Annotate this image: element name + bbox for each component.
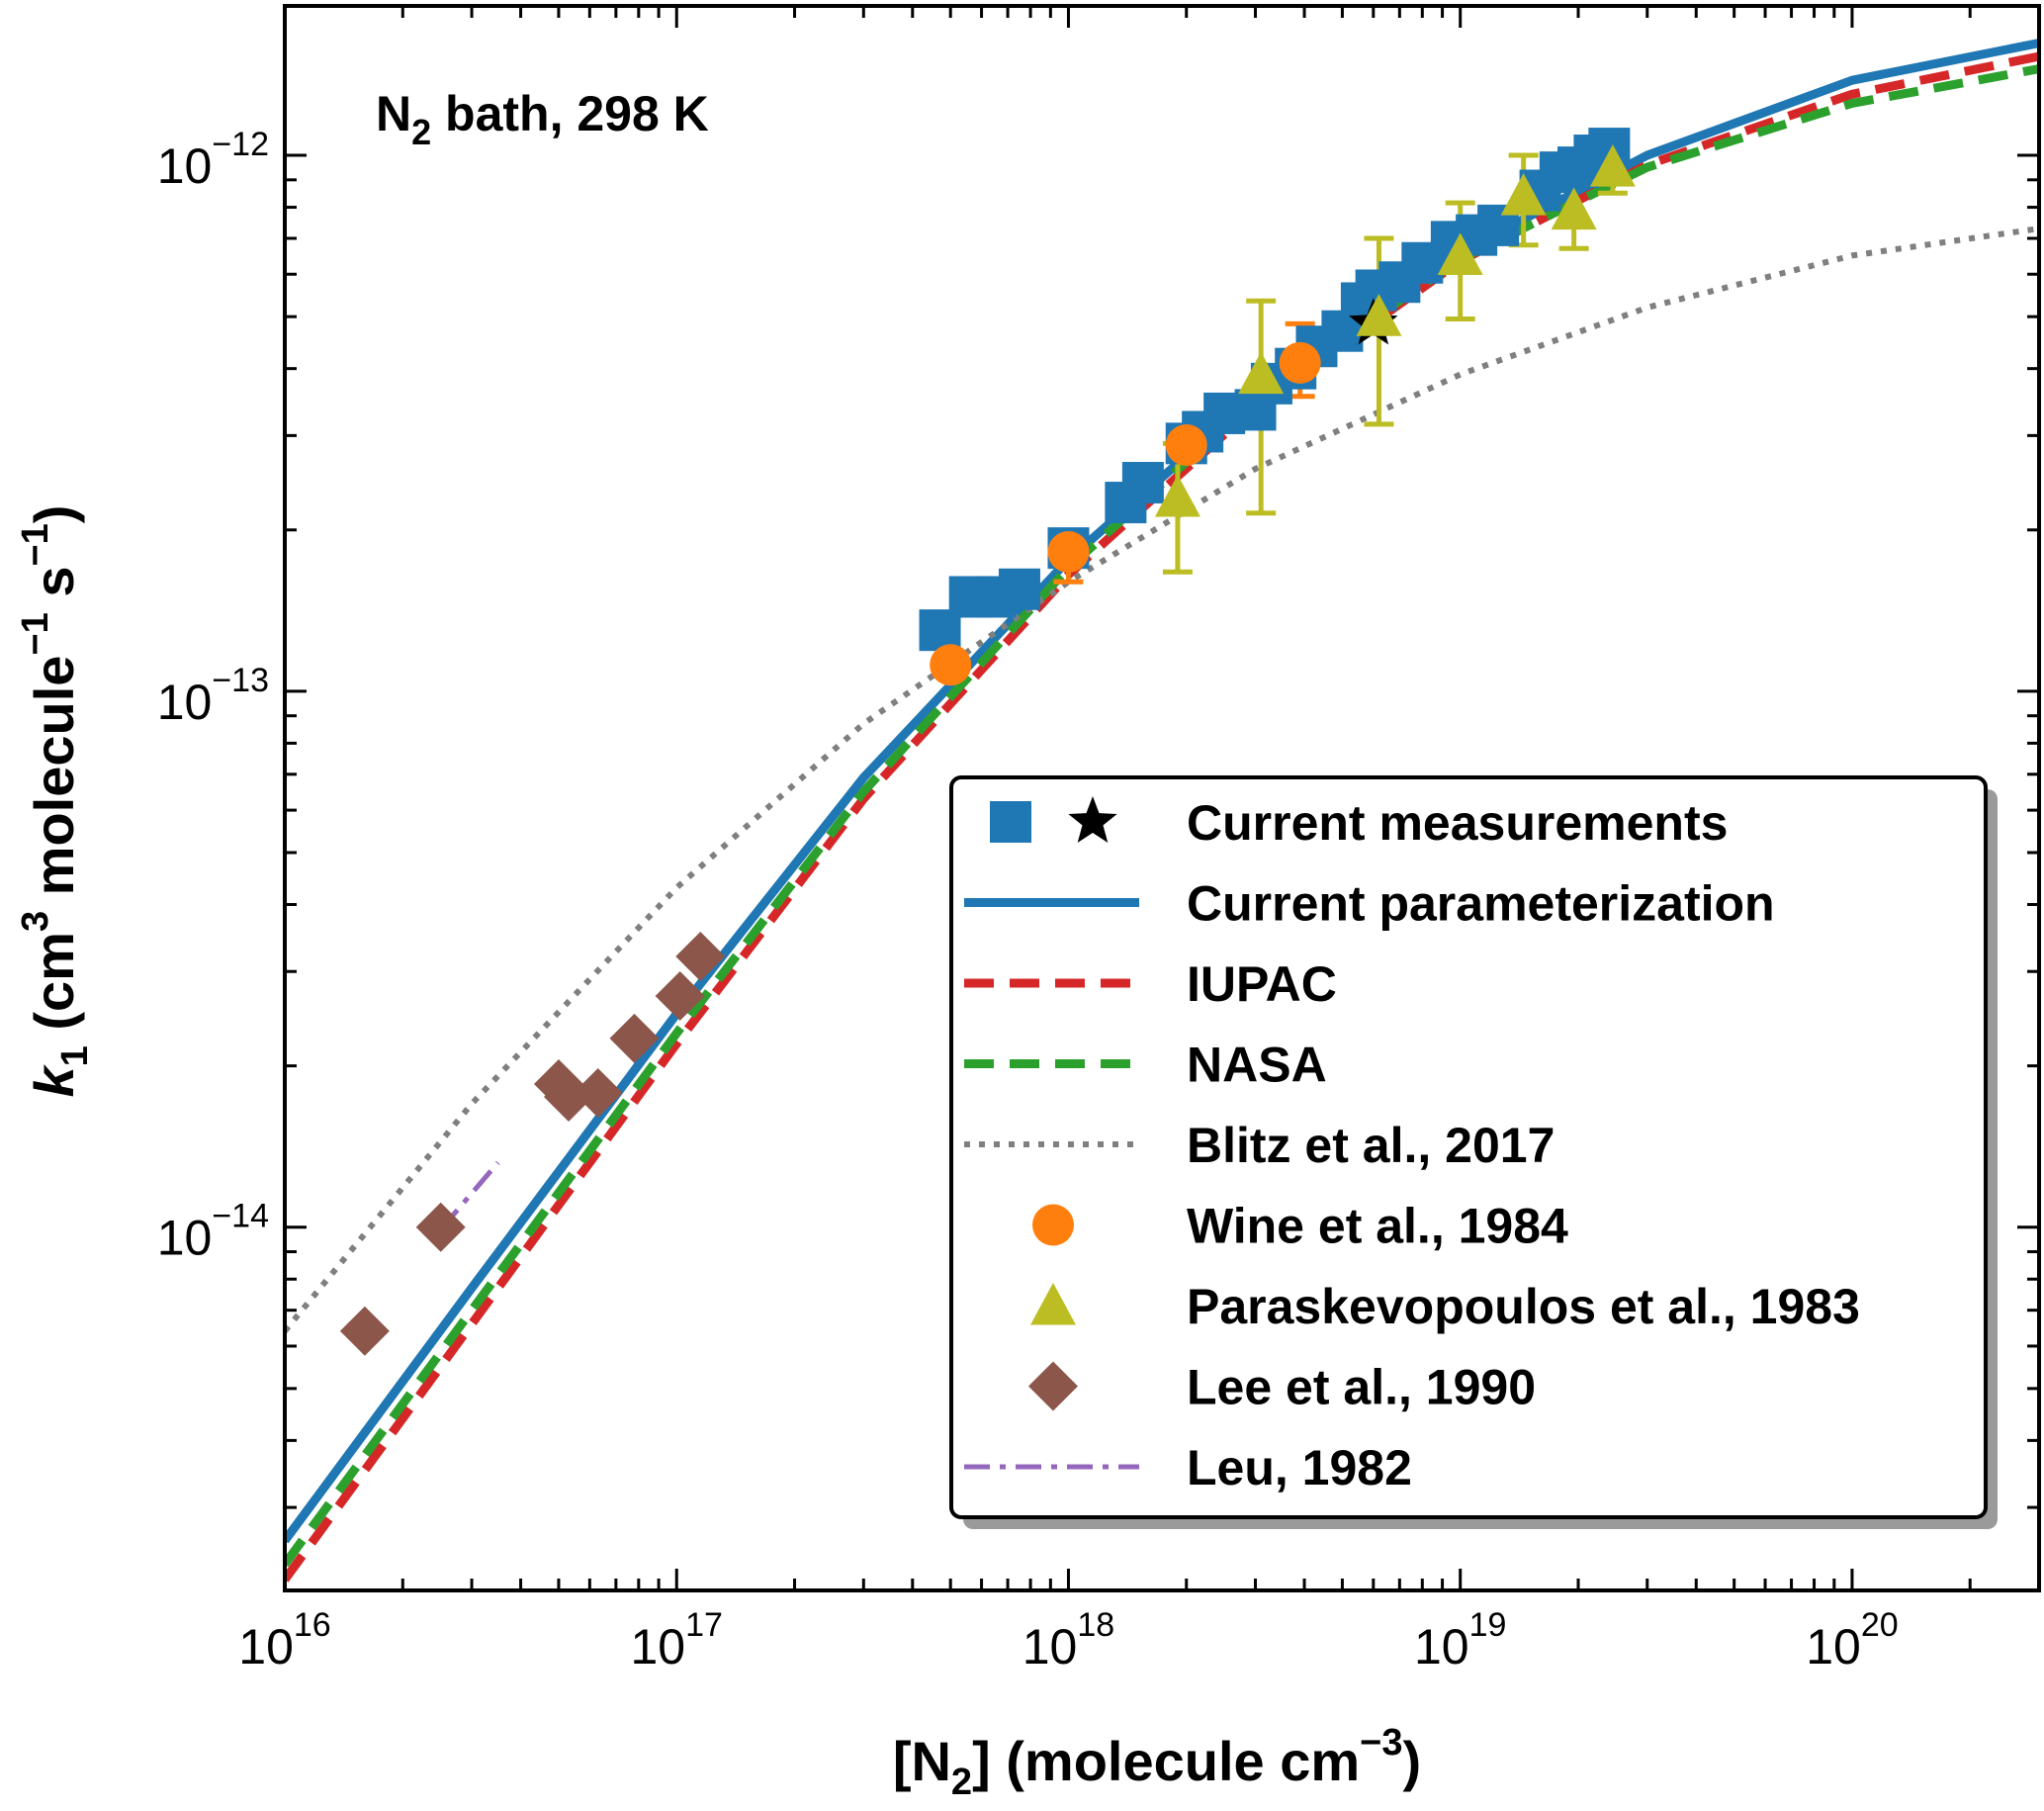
point-lee-et-al-1990 [655, 971, 705, 1022]
x-tick-label: 1019 [1414, 1606, 1506, 1675]
axis-ticks: 1016 1017 1018 1019 1020 10−14 10−13 10−12 [157, 6, 2041, 1675]
y-tick-label: 10−13 [157, 662, 269, 730]
legend-label-current-parameterization: Current parameterization [1187, 876, 1775, 932]
data-markers [339, 128, 1636, 1356]
x-tick-label: 1020 [1806, 1606, 1898, 1675]
legend-label-paraskevopoulos-et-al-1983: Paraskevopoulos et al., 1983 [1187, 1279, 1860, 1334]
plot-frame [283, 4, 2041, 1592]
legend-label-lee-et-al-1990: Lee et al., 1990 [1187, 1360, 1536, 1415]
point-wine-et-al-1984 [1047, 530, 1090, 573]
point-lee-et-al-1990 [543, 1072, 593, 1123]
legend-label-iupac: IUPAC [1187, 956, 1337, 1012]
point-wine-et-al-1984 [1279, 341, 1321, 384]
x-tick-label: 1016 [238, 1606, 330, 1675]
point-paraskevopoulos-et-al-1983 [1437, 232, 1483, 275]
point-current-measurements [1121, 462, 1164, 504]
point-lee-et-al-1990 [339, 1306, 390, 1356]
point-lee-et-al-1990 [573, 1068, 623, 1119]
legend-swatch-current-measurements [990, 801, 1031, 843]
point-paraskevopoulos-et-al-1983 [1589, 144, 1636, 187]
legend-swatch-lee-et-al-1990 [1028, 1361, 1078, 1411]
legend-label-leu-1982: Leu, 1982 [1187, 1440, 1412, 1495]
y-axis-title: k1 (cm3 molecule−1 s−1) [15, 505, 96, 1098]
legend-swatch-paraskevopoulos-et-al-1983 [1030, 1283, 1076, 1325]
annotation-text: N2 bath, 298 K [376, 86, 709, 152]
x-axis-title: [N2] (molecule cm−3) [893, 1722, 1421, 1803]
y-tick-label: 10−14 [157, 1198, 269, 1266]
x-tick-label: 1017 [631, 1606, 723, 1675]
point-paraskevopoulos-et-al-1983 [1551, 187, 1597, 230]
legend-swatch-star [1068, 796, 1117, 843]
point-lee-et-al-1990 [415, 1202, 466, 1252]
point-lee-et-al-1990 [609, 1013, 660, 1063]
legend-label-wine-et-al-1984: Wine et al., 1984 [1187, 1199, 1568, 1254]
y-tick-label: 10−12 [157, 126, 269, 194]
axes-frame [283, 4, 2041, 1592]
point-wine-et-al-1984 [930, 644, 972, 686]
point-paraskevopoulos-et-al-1983 [1238, 351, 1285, 395]
line-iupac [285, 51, 2039, 1583]
point-paraskevopoulos-et-al-1983 [1154, 474, 1200, 517]
legend: Current measurements Current parameteriza… [949, 775, 1998, 1529]
x-tick-label: 1018 [1022, 1606, 1114, 1675]
legend-label-blitz-et-al-2017: Blitz et al., 2017 [1187, 1118, 1555, 1173]
legend-box [949, 775, 1988, 1519]
legend-swatch-wine-et-al-1984 [1032, 1204, 1074, 1246]
legend-label-current-measurements: Current measurements [1187, 795, 1728, 851]
point-paraskevopoulos-et-al-1983 [1356, 294, 1402, 336]
point-current-measurements [998, 568, 1040, 610]
point-wine-et-al-1984 [1165, 423, 1207, 466]
legend-label-nasa: NASA [1187, 1038, 1327, 1093]
point-lee-et-al-1990 [675, 932, 726, 982]
point-paraskevopoulos-et-al-1983 [1500, 173, 1547, 216]
